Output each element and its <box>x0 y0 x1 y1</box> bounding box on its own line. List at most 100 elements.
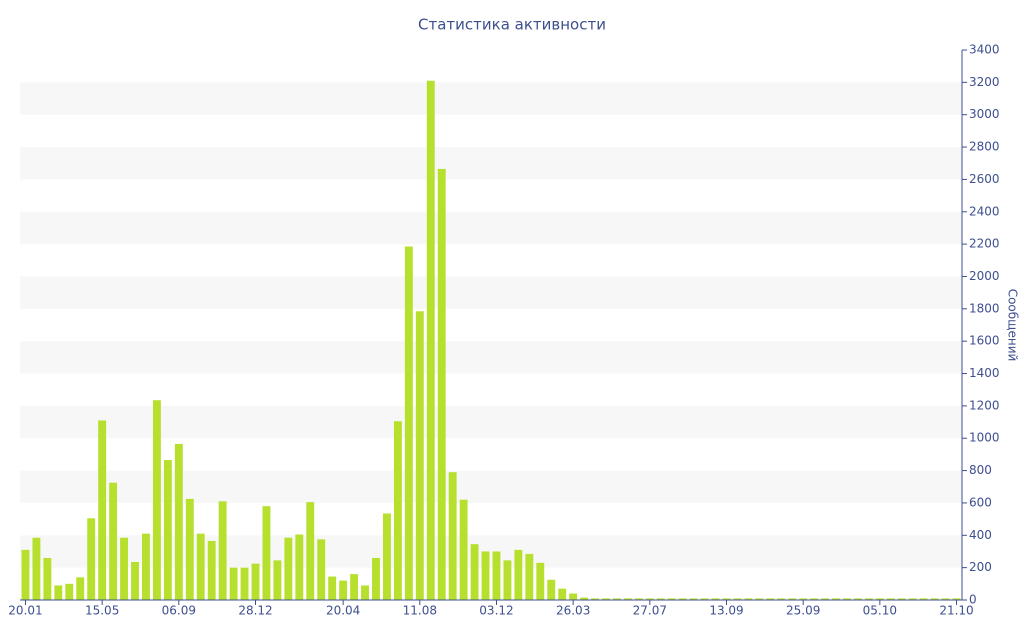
bar <box>481 551 490 600</box>
x-tick-label: 20.01 <box>8 604 42 618</box>
bar <box>843 598 851 600</box>
x-tick-label: 20.04 <box>326 604 360 618</box>
bar <box>109 482 118 600</box>
y-tick-label: 2800 <box>969 140 1000 154</box>
grid-band <box>20 405 962 439</box>
bar <box>930 598 939 600</box>
bar <box>404 246 413 600</box>
bar <box>766 598 775 600</box>
x-tick-label: 13.09 <box>709 604 743 618</box>
bar <box>722 598 731 600</box>
bar <box>393 421 402 600</box>
grid-band <box>20 470 962 503</box>
grid-band <box>20 535 962 568</box>
bar <box>152 400 161 600</box>
y-tick-label: 1600 <box>969 334 1000 348</box>
bar <box>32 537 41 600</box>
chart-title: Статистика активности <box>418 16 606 34</box>
x-tick-label: 03.12 <box>479 604 513 618</box>
y-tick-label: 1800 <box>969 301 1000 315</box>
grid-band <box>20 341 962 374</box>
bar <box>547 579 556 600</box>
y-tick-label: 600 <box>969 495 992 509</box>
bar <box>361 585 369 600</box>
bar <box>54 585 63 600</box>
y-tick-label: 2200 <box>969 237 1000 251</box>
bar <box>755 598 764 600</box>
bar <box>623 598 632 600</box>
bar <box>799 598 808 600</box>
bar <box>382 513 391 600</box>
y-tick-label: 2000 <box>969 269 1000 283</box>
bar <box>317 539 326 600</box>
x-tick-label: 28.12 <box>238 604 272 618</box>
bar <box>196 533 205 600</box>
bar <box>65 583 74 600</box>
bar <box>426 80 435 600</box>
bar <box>207 540 216 600</box>
bar <box>251 563 260 600</box>
bar <box>602 598 610 600</box>
bar <box>131 561 139 600</box>
bar <box>174 443 183 600</box>
bar <box>777 598 786 600</box>
y-tick-label: 0 <box>969 593 977 607</box>
bar <box>328 576 337 600</box>
bar <box>952 598 961 600</box>
bar <box>645 598 654 600</box>
bar <box>437 168 446 600</box>
x-tick-label: 15.05 <box>85 604 119 618</box>
bar <box>120 537 129 600</box>
bar <box>580 597 589 600</box>
bar <box>185 498 194 600</box>
bar <box>711 598 720 600</box>
bar <box>240 567 249 600</box>
bar <box>448 472 457 600</box>
y-tick-label: 3000 <box>969 107 1000 121</box>
bar <box>941 598 950 600</box>
bar <box>788 598 797 600</box>
y-tick-label: 1000 <box>969 431 1000 445</box>
bar <box>864 598 873 600</box>
bar <box>810 598 819 600</box>
bar <box>634 598 643 600</box>
bar <box>306 502 315 600</box>
y-tick-label: 400 <box>969 528 992 542</box>
grid-band <box>20 276 962 309</box>
grid-band <box>20 82 962 115</box>
bar <box>339 580 348 600</box>
bar <box>744 598 753 600</box>
bar <box>295 534 304 600</box>
bar <box>514 549 523 600</box>
x-tick-label: 06.09 <box>162 604 196 618</box>
bar <box>492 551 501 600</box>
x-tick-label: 21.10 <box>939 604 973 618</box>
bar <box>229 567 238 600</box>
bar <box>733 598 742 600</box>
y-tick-label: 2600 <box>969 172 1000 186</box>
y-tick-label: 1200 <box>969 398 1000 412</box>
y-tick-label: 200 <box>969 560 992 574</box>
y-tick-label: 3200 <box>969 75 1000 89</box>
y-tick-label: 1400 <box>969 366 1000 380</box>
bar <box>908 598 917 600</box>
bar <box>98 420 107 600</box>
bar <box>76 577 85 600</box>
bar <box>919 598 928 600</box>
bar <box>87 518 96 600</box>
bar <box>218 501 227 600</box>
bar <box>536 562 545 600</box>
bar <box>897 598 906 600</box>
grid-band <box>20 147 962 180</box>
y-axis-label: Сообщений <box>1006 289 1020 362</box>
bar <box>470 544 479 600</box>
bar <box>459 499 468 600</box>
bar <box>525 553 534 600</box>
bar <box>503 560 512 600</box>
bar <box>875 598 884 600</box>
bar <box>372 557 380 600</box>
x-tick-label: 11.08 <box>403 604 437 618</box>
bar <box>656 598 665 600</box>
bar <box>700 598 709 600</box>
